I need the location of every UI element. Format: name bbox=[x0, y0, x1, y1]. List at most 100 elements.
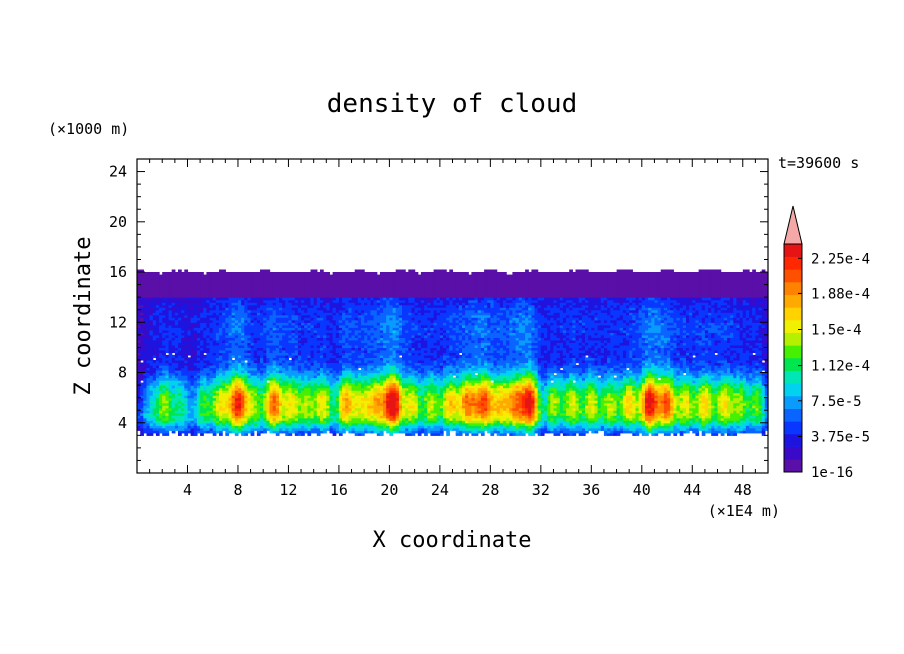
density-cell bbox=[417, 430, 422, 436]
density-cell bbox=[503, 307, 507, 311]
density-cell bbox=[610, 410, 615, 416]
density-cell bbox=[518, 309, 523, 313]
density-cell bbox=[411, 425, 416, 429]
density-cell bbox=[420, 347, 425, 361]
density-cell bbox=[222, 299, 226, 308]
density-cell bbox=[503, 324, 507, 328]
density-cell bbox=[518, 322, 523, 333]
density-cell bbox=[297, 405, 302, 411]
density-cell bbox=[357, 390, 362, 396]
density-cell bbox=[269, 390, 274, 394]
density-cell bbox=[253, 272, 258, 298]
density-cell bbox=[427, 334, 432, 356]
density-cell bbox=[256, 380, 261, 389]
density-cell bbox=[190, 397, 195, 406]
density-cell bbox=[269, 297, 274, 301]
density-cell bbox=[294, 377, 299, 381]
density-cell bbox=[585, 372, 589, 379]
density-cell bbox=[291, 309, 296, 316]
density-cell bbox=[465, 309, 469, 318]
density-cell bbox=[581, 297, 586, 301]
density-cell bbox=[225, 299, 230, 303]
density-cell bbox=[581, 412, 586, 416]
density-cell bbox=[335, 430, 340, 434]
density-cell bbox=[304, 314, 308, 318]
density-cell bbox=[430, 307, 435, 318]
density-cell bbox=[503, 309, 507, 321]
density-cell bbox=[452, 360, 457, 366]
density-cell bbox=[408, 420, 413, 424]
density-cell bbox=[499, 425, 504, 434]
density-cell bbox=[383, 422, 387, 429]
density-cell bbox=[515, 422, 520, 429]
density-cell bbox=[619, 385, 624, 389]
density-cell bbox=[244, 395, 249, 399]
density-cell bbox=[402, 405, 406, 409]
density-cell bbox=[562, 427, 567, 434]
density-cell bbox=[206, 400, 211, 406]
density-cell bbox=[244, 372, 249, 376]
density-cell bbox=[373, 395, 378, 399]
density-cell bbox=[600, 309, 605, 313]
density-cell bbox=[506, 370, 510, 376]
density-cell bbox=[562, 425, 567, 429]
density-cell bbox=[424, 427, 428, 436]
density-cell bbox=[351, 319, 356, 328]
density-cell bbox=[446, 339, 450, 346]
density-cell bbox=[272, 299, 277, 303]
density-cell bbox=[219, 334, 223, 351]
density-cell bbox=[244, 357, 249, 361]
density-cell bbox=[471, 317, 476, 321]
density-cell bbox=[455, 349, 460, 356]
density-cell bbox=[310, 380, 315, 384]
density-cell bbox=[477, 272, 482, 298]
density-cell bbox=[389, 425, 394, 429]
density-cell bbox=[506, 422, 510, 426]
density-cell bbox=[622, 375, 627, 379]
density-cell bbox=[452, 299, 457, 306]
density-cell bbox=[184, 352, 189, 356]
density-cell bbox=[559, 372, 564, 379]
density-cell bbox=[376, 422, 381, 426]
density-cell bbox=[187, 390, 192, 396]
density-cell bbox=[471, 370, 476, 376]
density-cell bbox=[225, 422, 230, 426]
density-cell bbox=[301, 380, 305, 384]
density-cell bbox=[465, 385, 469, 389]
density-cell bbox=[313, 415, 318, 424]
density-cell bbox=[402, 297, 406, 301]
density-cell bbox=[509, 314, 514, 321]
density-cell bbox=[588, 312, 592, 316]
density-cell bbox=[272, 309, 277, 323]
density-cell bbox=[269, 307, 274, 311]
density-cell bbox=[174, 304, 179, 313]
density-cell bbox=[626, 425, 630, 429]
density-cell bbox=[354, 304, 359, 311]
density-cell bbox=[525, 362, 529, 366]
density-cell bbox=[493, 357, 498, 361]
density-cell bbox=[206, 272, 211, 298]
density-cell bbox=[525, 342, 529, 354]
density-cell bbox=[143, 370, 148, 374]
density-cell bbox=[304, 430, 308, 434]
density-cell bbox=[417, 420, 422, 426]
density-cell bbox=[266, 362, 271, 366]
density-cell bbox=[449, 362, 454, 366]
density-cell bbox=[373, 272, 378, 298]
density-cell bbox=[439, 329, 444, 333]
density-cell bbox=[389, 317, 394, 321]
density-cell bbox=[585, 297, 589, 301]
density-cell bbox=[206, 307, 211, 311]
density-cell bbox=[383, 322, 387, 333]
density-cell bbox=[323, 302, 327, 306]
density-cell bbox=[619, 365, 624, 369]
density-cell bbox=[537, 299, 542, 306]
density-cell bbox=[424, 395, 428, 399]
density-cell bbox=[499, 272, 504, 298]
density-cell bbox=[462, 425, 466, 429]
density-cell bbox=[594, 307, 599, 311]
density-cell bbox=[569, 322, 573, 326]
density-cell bbox=[320, 297, 324, 301]
density-cell bbox=[506, 354, 510, 364]
density-cell bbox=[405, 347, 409, 351]
